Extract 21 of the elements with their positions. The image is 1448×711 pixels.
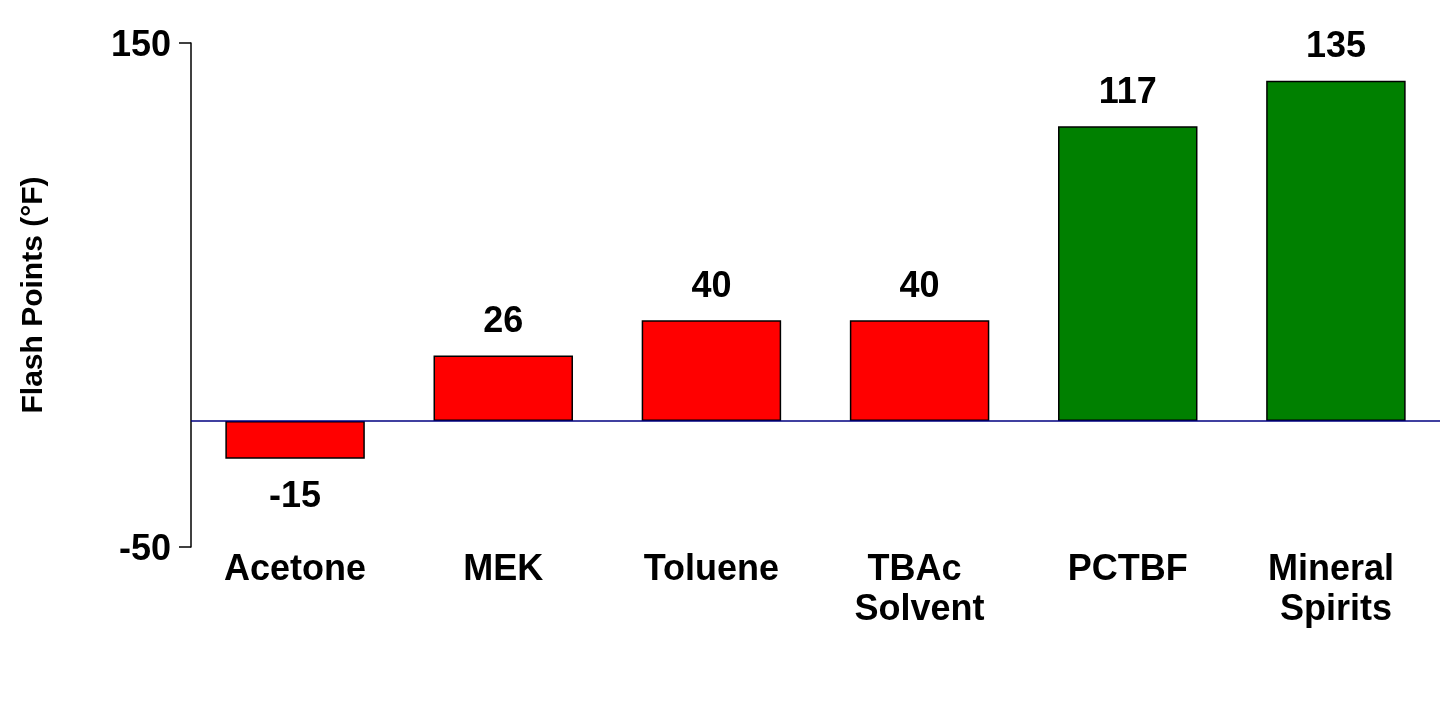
x-tick-label: PCTBF	[1067, 546, 1188, 588]
bar	[849, 320, 990, 421]
x-tick-label: Mineral Spirits	[1267, 546, 1404, 628]
data-label: 26	[483, 298, 524, 340]
bar	[1266, 80, 1406, 421]
y-tick-label: 150	[110, 22, 171, 64]
bar	[1058, 126, 1198, 421]
x-tick-label: MEK	[463, 546, 544, 588]
data-label: 40	[691, 263, 732, 305]
data-label: -15	[269, 474, 322, 516]
data-label: 40	[899, 263, 940, 305]
bar	[433, 355, 573, 421]
data-label: 117	[1098, 69, 1157, 111]
bar	[225, 421, 365, 459]
y-axis-title: Flash Points (°F)	[14, 176, 48, 414]
x-tick-label: TBAc Solvent	[854, 546, 985, 628]
y-tick-label: -50	[118, 526, 171, 568]
data-label: 135	[1305, 24, 1366, 66]
x-tick-label: Toluene	[643, 546, 780, 588]
bar	[641, 320, 782, 421]
x-tick-label: Acetone	[224, 546, 367, 588]
